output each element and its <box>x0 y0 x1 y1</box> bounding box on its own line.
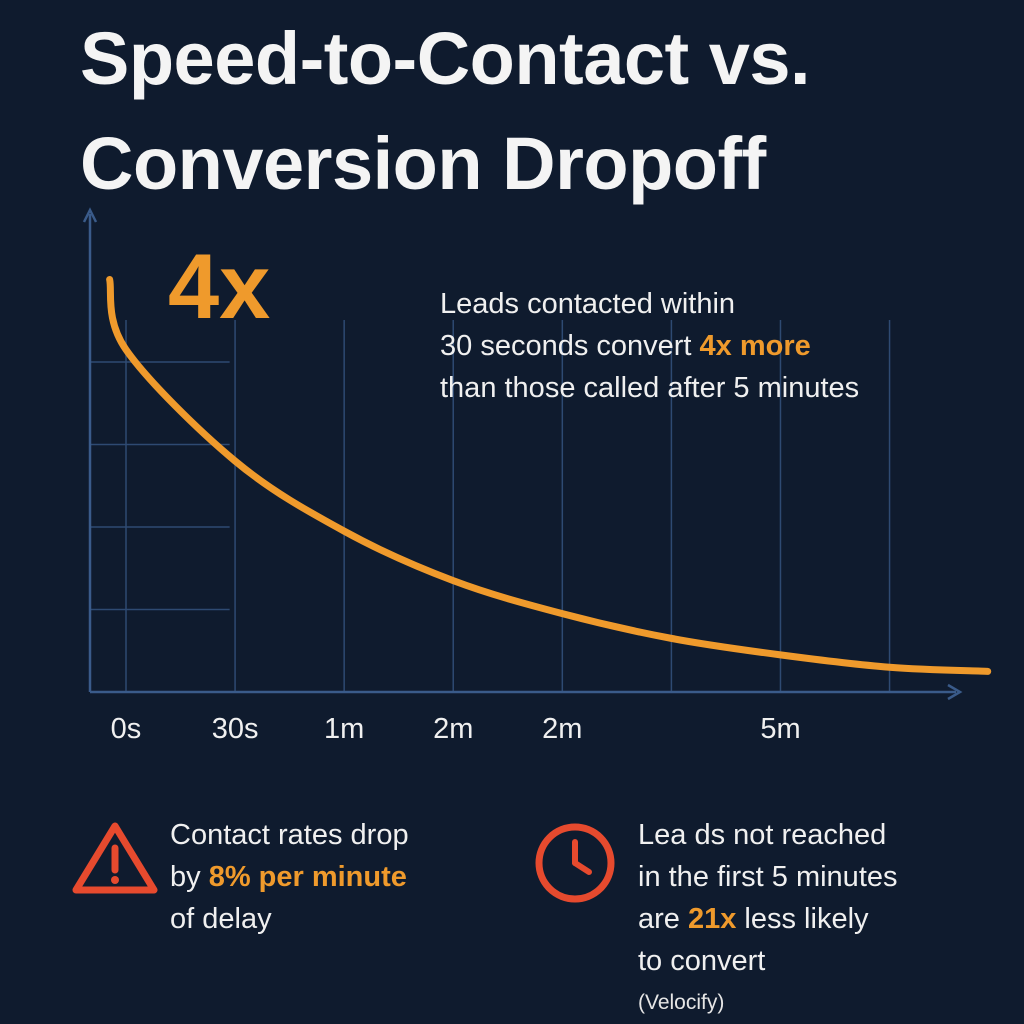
x-tick-label: 2m <box>433 713 473 745</box>
footer-left-highlight: 8% per minute <box>208 861 407 893</box>
big-multiplier-label: 4x <box>168 236 270 338</box>
grid <box>90 320 891 692</box>
footer-right-highlight: 21x <box>687 903 737 935</box>
footer-left-line-2-text: by <box>170 861 209 893</box>
footer-right-line-4: to convert <box>638 945 766 977</box>
x-tick-label: 1m <box>324 713 364 745</box>
footer-right-line-1: Lea ds not reached <box>638 819 887 851</box>
footer-right-line-2: in the first 5 minutes <box>638 861 898 893</box>
footer-stat-leads-not-reached: Lea ds not reached in the first 5 minute… <box>638 814 1018 1018</box>
footer-right-line-3-post: less likely <box>736 903 869 935</box>
footer-left-line-3: of delay <box>170 903 272 935</box>
x-tick-label: 5m <box>760 713 800 745</box>
callout-line-2-text: 30 seconds convert <box>440 330 700 362</box>
callout-line-1: Leads contacted within <box>440 288 736 320</box>
page-title: Speed-to-Contact vs. Conversion Dropoff <box>80 6 1000 216</box>
x-tick-label: 30s <box>212 713 259 745</box>
callout-line-3: than those called after 5 minutes <box>440 372 860 404</box>
axes <box>82 207 963 701</box>
x-axis-arrow <box>947 683 963 701</box>
x-tick-labels: 0s 30s 1m 2m 2m 5m <box>111 713 801 745</box>
footer-right-line-3: are 21x less likely <box>638 898 1018 940</box>
y-axis-arrow <box>82 207 98 223</box>
footer-left-line-2: by 8% per minute <box>170 856 500 898</box>
title-line-2: Conversion Dropoff <box>80 122 766 205</box>
callout-highlight: 4x more <box>699 330 811 362</box>
x-tick-label: 2m <box>542 713 582 745</box>
footer-left-line-1: Contact rates drop <box>170 819 409 851</box>
clock-icon <box>535 823 615 903</box>
title-line-1: Speed-to-Contact vs. <box>80 17 811 100</box>
callout-text: Leads contacted within 30 seconds conver… <box>440 283 980 409</box>
callout-line-2: 30 seconds convert 4x more <box>440 325 980 367</box>
warning-triangle-icon <box>72 822 158 894</box>
conversion-curve <box>106 276 992 675</box>
conversion-chart: 0s 30s 1m 2m 2m 5m 4x <box>82 207 992 745</box>
x-tick-label: 0s <box>111 713 142 745</box>
source-citation: (Velocify) <box>638 991 725 1014</box>
footer-stat-contact-rates: Contact rates drop by 8% per minute of d… <box>170 814 500 940</box>
footer-right-line-3-pre: are <box>638 903 688 935</box>
